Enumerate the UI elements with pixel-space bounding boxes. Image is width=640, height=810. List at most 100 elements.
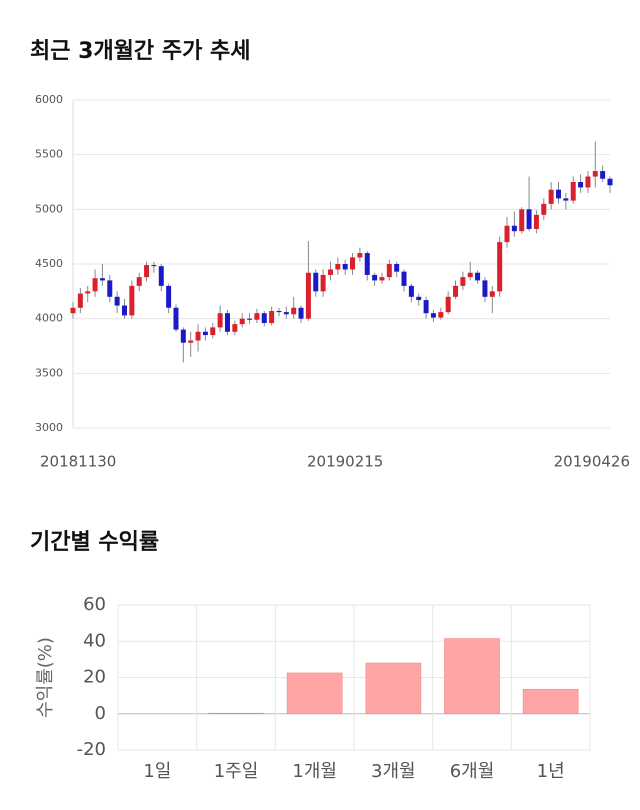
candle-body xyxy=(99,278,105,281)
candle-body xyxy=(408,285,414,297)
candle-body xyxy=(85,291,91,294)
candle-body xyxy=(188,340,194,343)
bar xyxy=(365,662,422,715)
candle-body xyxy=(592,171,598,177)
candle-body xyxy=(151,265,157,267)
candle-body xyxy=(254,313,260,320)
candle-body xyxy=(533,214,539,230)
candle-body xyxy=(210,327,216,336)
x-tick-label: 1주일 xyxy=(214,761,259,782)
candle-body xyxy=(291,307,297,315)
y-axis-label: 수익률(%) xyxy=(35,637,56,718)
candle-body xyxy=(497,242,503,292)
chart-title: 기간별 수익률 xyxy=(30,530,159,555)
candle-body xyxy=(600,171,606,179)
candle-body xyxy=(526,209,532,230)
candle-body xyxy=(298,307,304,319)
candle-body xyxy=(158,266,164,286)
x-tick-label: 1년 xyxy=(537,761,565,782)
candle-body xyxy=(136,277,142,286)
candle-body xyxy=(92,278,98,292)
candle-body xyxy=(129,285,135,316)
candle-body xyxy=(541,203,547,215)
bar xyxy=(208,712,264,715)
candle-body xyxy=(372,274,378,281)
y-tick-label: 60 xyxy=(83,594,106,615)
candle-body xyxy=(379,277,385,281)
candle-body xyxy=(563,198,569,201)
candle-body xyxy=(570,182,576,201)
candle-body xyxy=(166,285,172,308)
bar xyxy=(522,688,579,715)
candle-body xyxy=(144,265,150,278)
candle-body xyxy=(77,293,83,308)
x-tick-label: 1일 xyxy=(143,761,171,782)
x-tick-label: 3개월 xyxy=(371,761,416,782)
candle-body xyxy=(548,189,554,204)
candle-body xyxy=(114,296,120,306)
candle-body xyxy=(357,253,363,258)
candle-body xyxy=(578,182,584,188)
y-tick-label: 6000 xyxy=(35,93,63,106)
candle-body xyxy=(445,296,451,313)
chart-title: 최근 3개월간 주가 추세 xyxy=(30,39,250,64)
candle-body xyxy=(195,331,201,341)
candle-body xyxy=(247,318,253,320)
candle-body xyxy=(239,318,245,325)
candle-body xyxy=(313,272,319,292)
y-tick-label: -20 xyxy=(77,739,106,760)
candle-body xyxy=(519,209,525,232)
candle-body xyxy=(430,313,436,318)
candle-body xyxy=(350,257,356,270)
candle-body xyxy=(556,189,562,199)
candle-body xyxy=(423,300,429,314)
candle-body xyxy=(107,280,113,297)
y-tick-label: 20 xyxy=(83,667,106,688)
candle-body xyxy=(342,264,348,270)
candle-body xyxy=(202,331,208,336)
y-tick-label: 5000 xyxy=(35,202,63,215)
candle-body xyxy=(467,272,473,278)
candle-body xyxy=(416,296,422,301)
candle-body xyxy=(489,291,495,297)
x-tick-label: 20190215 xyxy=(307,453,383,471)
y-tick-label: 40 xyxy=(83,630,106,651)
candle-body xyxy=(121,305,127,316)
candle-body xyxy=(386,264,392,278)
candle-body xyxy=(511,225,517,232)
y-tick-label: 4500 xyxy=(35,257,63,270)
x-tick-label: 6개월 xyxy=(450,761,495,782)
candle-body xyxy=(217,313,223,328)
bar xyxy=(286,672,343,715)
y-tick-label: 3000 xyxy=(35,421,63,434)
candle-body xyxy=(269,311,275,324)
candle-body xyxy=(173,307,179,330)
candle-body xyxy=(320,274,326,292)
candle-body xyxy=(224,313,230,332)
candle-body xyxy=(394,264,400,272)
candle-body xyxy=(232,324,238,332)
bar xyxy=(444,638,500,715)
candle-body xyxy=(453,285,459,297)
candle-body xyxy=(364,253,370,275)
x-tick-label: 20181130 xyxy=(40,453,116,471)
candle-body xyxy=(276,311,282,313)
y-tick-label: 5500 xyxy=(35,148,63,161)
candle-body xyxy=(401,271,407,286)
candle-body xyxy=(585,176,591,188)
y-tick-label: 0 xyxy=(95,703,106,724)
candle-body xyxy=(482,280,488,297)
candle-body xyxy=(460,277,466,286)
candle-body xyxy=(438,312,444,318)
candle-body xyxy=(504,225,510,243)
y-tick-label: 3500 xyxy=(35,366,63,379)
candle-body xyxy=(180,329,186,343)
candle-body xyxy=(283,312,289,315)
x-tick-label: 20190426 xyxy=(554,453,630,471)
candle-body xyxy=(261,313,267,324)
candle-body xyxy=(607,178,613,186)
candle-body xyxy=(70,307,76,314)
x-tick-label: 1개월 xyxy=(292,761,337,782)
